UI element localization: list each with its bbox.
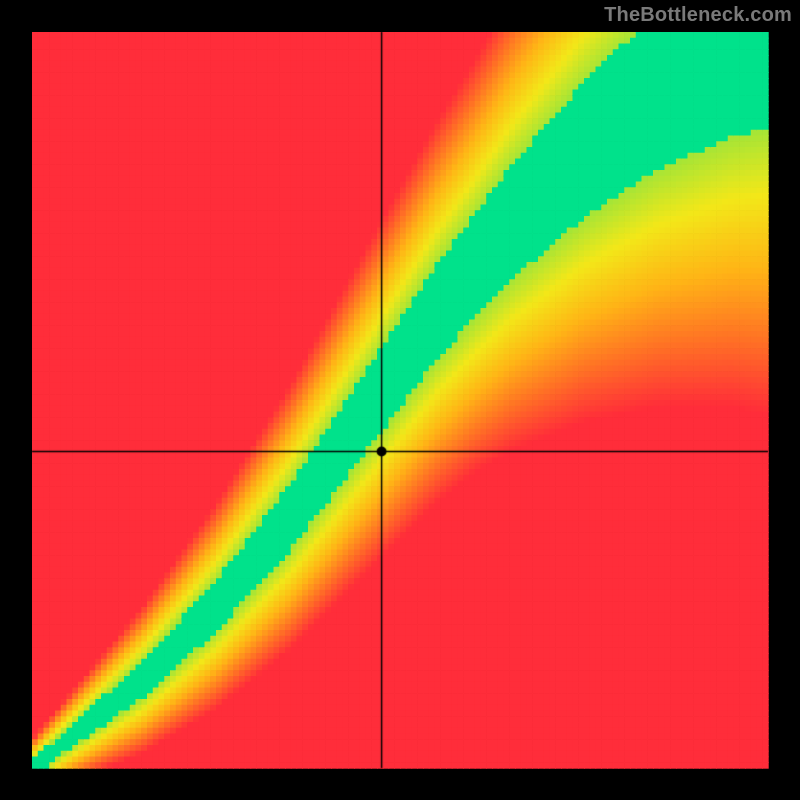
watermark-text: TheBottleneck.com	[604, 4, 792, 27]
chart-container: TheBottleneck.com	[0, 0, 800, 800]
bottleneck-heatmap	[0, 0, 800, 800]
